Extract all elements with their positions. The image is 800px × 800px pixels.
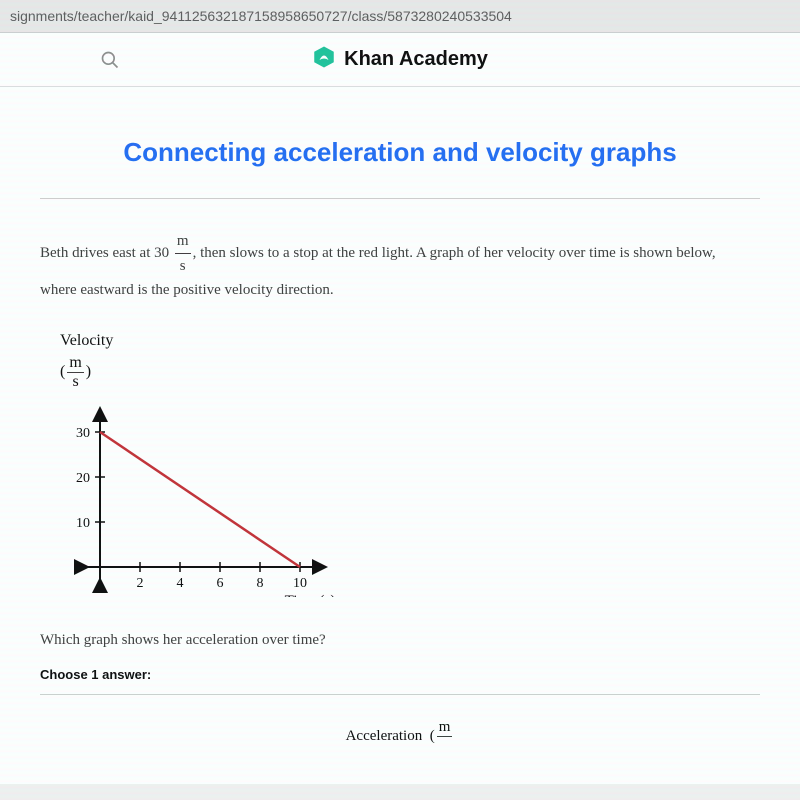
svg-text:30: 30: [76, 426, 90, 441]
problem-statement: Beth drives east at 30 ms, then slows to…: [40, 229, 760, 302]
brand-name: Khan Academy: [344, 48, 488, 71]
chart-svg: 2 4 6 8 10 10 20 30 Time (s): [60, 397, 340, 597]
svg-text:20: 20: [76, 471, 90, 486]
svg-text:8: 8: [257, 576, 264, 591]
question-text: Which graph shows her acceleration over …: [40, 632, 760, 649]
svg-text:Time (s): Time (s): [285, 593, 336, 597]
y-axis-label: Velocity: [60, 332, 760, 350]
search-icon[interactable]: [100, 50, 120, 70]
brand-logo[interactable]: Khan Academy: [312, 45, 488, 74]
svg-text:10: 10: [76, 516, 90, 531]
main-content: Connecting acceleration and velocity gra…: [0, 87, 800, 784]
url-bar: signments/teacher/kaid_94112563218715895…: [0, 0, 800, 33]
page-title: Connecting acceleration and velocity gra…: [40, 117, 760, 199]
header: Khan Academy: [0, 33, 800, 87]
khan-leaf-icon: [312, 45, 336, 74]
svg-text:4: 4: [177, 576, 184, 591]
svg-text:2: 2: [137, 576, 144, 591]
answer-option-label: Acceleration (m: [40, 719, 760, 754]
svg-text:6: 6: [217, 576, 224, 591]
choose-instruction: Choose 1 answer:: [40, 667, 760, 695]
svg-text:10: 10: [293, 576, 307, 591]
y-axis-unit: (ms): [60, 354, 760, 391]
velocity-chart: Velocity (ms) 2 4 6 8 10 10 20 30 Time (s): [60, 332, 760, 602]
